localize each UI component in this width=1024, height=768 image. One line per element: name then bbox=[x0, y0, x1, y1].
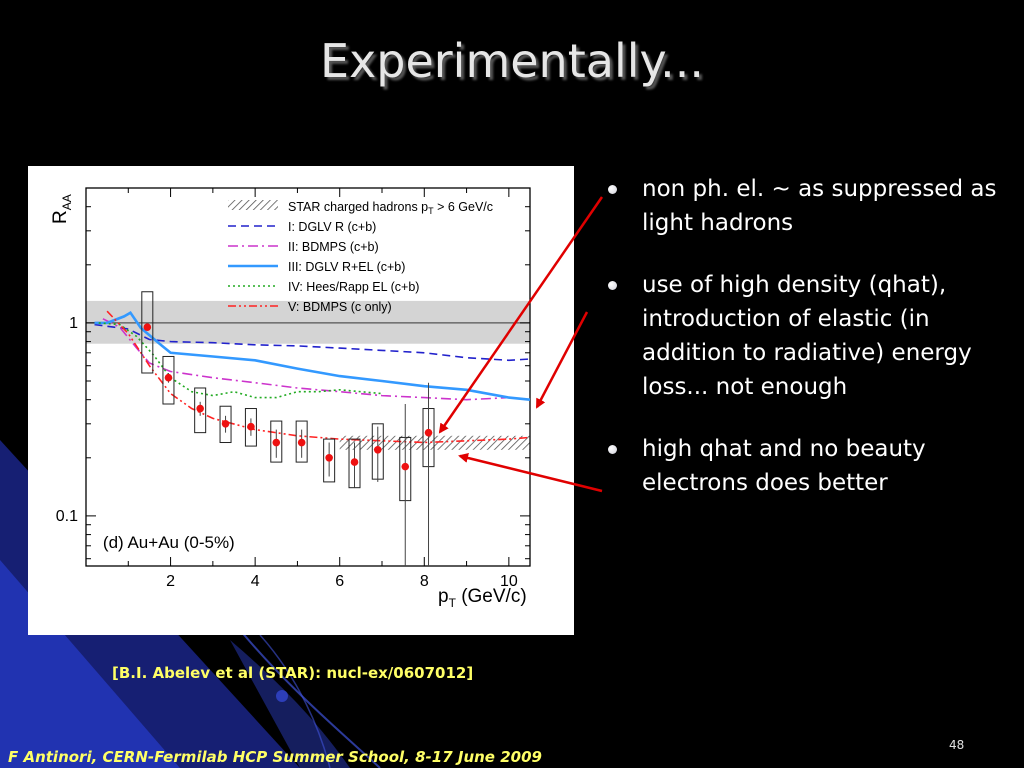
data-point bbox=[401, 462, 410, 471]
y-tick-label: 0.1 bbox=[56, 508, 78, 525]
legend-label: III: DGLV R+EL (c+b) bbox=[288, 260, 405, 274]
sys-error-box bbox=[141, 291, 154, 374]
data-point bbox=[297, 438, 306, 447]
y-axis-label: RAA bbox=[50, 194, 74, 224]
sys-error-box bbox=[162, 355, 175, 405]
bullet-icon bbox=[608, 445, 617, 454]
bullet-item: use of high density (qhat), introduction… bbox=[606, 268, 1011, 404]
sys-error-box bbox=[323, 438, 336, 483]
page-number: 48 bbox=[949, 738, 965, 752]
data-point bbox=[221, 420, 230, 428]
sys-error-box bbox=[194, 387, 207, 434]
data-point bbox=[164, 373, 173, 382]
data-point bbox=[196, 404, 204, 413]
bullet-text: use of high density (qhat), introduction… bbox=[642, 272, 972, 400]
slide-title: Experimentally... bbox=[319, 34, 705, 88]
data-point bbox=[350, 458, 359, 466]
sys-error-box bbox=[295, 420, 308, 463]
legend-label: V: BDMPS (c only) bbox=[288, 300, 392, 314]
legend-swatch bbox=[228, 200, 278, 210]
sys-error-box bbox=[219, 405, 232, 444]
data-point bbox=[373, 446, 382, 454]
bullet-icon bbox=[608, 281, 617, 290]
bullet-item: high qhat and no beauty electrons does b… bbox=[606, 432, 1011, 500]
x-axis-label: pT (GeV/c) bbox=[438, 586, 527, 610]
x-tick-label: 10 bbox=[500, 573, 518, 590]
sys-error-box bbox=[270, 420, 283, 463]
footer-text: F Antinori, CERN-Fermilab HCP Summer Sch… bbox=[8, 748, 542, 766]
band-star_hatch bbox=[339, 435, 530, 450]
sys-error-box bbox=[244, 408, 257, 447]
series-line bbox=[94, 323, 531, 362]
series-line bbox=[102, 318, 509, 401]
legend-label: STAR charged hadrons pT > 6 GeV/c bbox=[288, 200, 493, 216]
data-point bbox=[272, 438, 281, 447]
data-point bbox=[143, 323, 152, 331]
bullet-icon bbox=[608, 185, 617, 194]
data-point bbox=[424, 428, 433, 437]
bullet-list: non ph. el. ~ as suppressed as light had… bbox=[606, 172, 1011, 528]
reference-citation: [B.I. Abelev et al (STAR): nucl-ex/06070… bbox=[112, 664, 474, 682]
x-tick-label: 4 bbox=[251, 573, 260, 590]
data-point bbox=[247, 422, 255, 431]
legend-label: I: DGLV R (c+b) bbox=[288, 220, 376, 234]
x-tick-label: 6 bbox=[335, 573, 344, 590]
chart-annotation: (d) Au+Au (0-5%) bbox=[103, 533, 235, 552]
x-tick-label: 8 bbox=[420, 573, 429, 590]
chart-figure: 2 4 6 8 10 0.1 1 RAA pT (GeV/c) (d) Au+Au (0-5%) S… bbox=[28, 166, 574, 635]
bullet-text: non ph. el. ~ as suppressed as light had… bbox=[642, 176, 997, 236]
bullet-text: high qhat and no beauty electrons does b… bbox=[642, 436, 926, 496]
y-tick-label: 1 bbox=[69, 315, 78, 332]
series-line bbox=[98, 322, 383, 399]
bullet-item: non ph. el. ~ as suppressed as light had… bbox=[606, 172, 1011, 240]
legend-label: IV: Hees/Rapp EL (c+b) bbox=[288, 280, 419, 294]
x-tick-label: 2 bbox=[166, 573, 175, 590]
data-point bbox=[325, 453, 333, 462]
legend-label: II: BDMPS (c+b) bbox=[288, 240, 379, 254]
raa-chart: 2 4 6 8 10 0.1 1 RAA pT (GeV/c) (d) Au+Au (0-5%) S… bbox=[50, 187, 531, 610]
